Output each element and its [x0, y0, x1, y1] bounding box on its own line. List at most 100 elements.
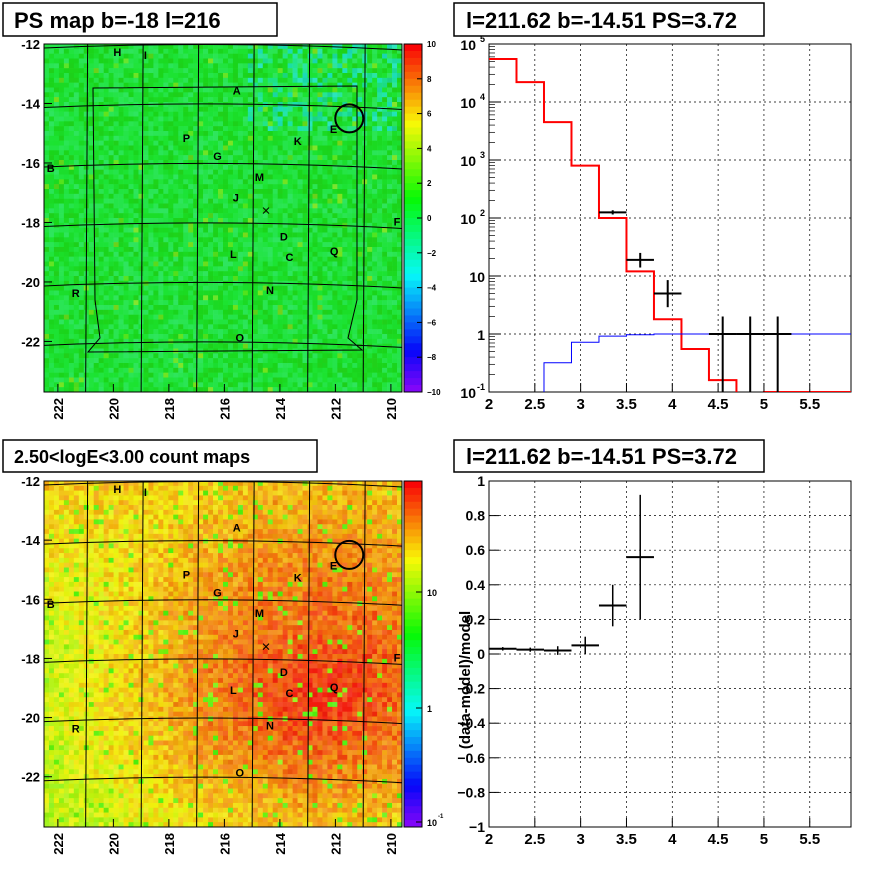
heatmap-cell: [93, 387, 99, 392]
heatmap-cell: [103, 319, 109, 325]
heatmap-cell: [83, 155, 90, 161]
heatmap-cell: [267, 261, 274, 267]
heatmap-cell: [158, 179, 164, 185]
heatmap-cell: [113, 222, 119, 228]
heatmap-cell: [237, 300, 244, 306]
heatmap-cell: [357, 338, 363, 344]
heatmap-cell: [208, 377, 214, 383]
heatmap-cell: [218, 102, 224, 108]
heatmap-cell: [232, 135, 239, 141]
heatmap-cell: [158, 295, 164, 301]
heatmap-cell: [267, 58, 274, 64]
heatmap-cell: [68, 353, 75, 359]
heatmap-cell: [317, 140, 323, 146]
heatmap-cell: [347, 319, 353, 325]
heatmap-cell: [158, 290, 164, 296]
heatmap-cell: [272, 106, 278, 112]
heatmap-cell: [178, 280, 184, 286]
heatmap-cell: [223, 372, 229, 378]
heatmap-cell: [48, 218, 55, 224]
heatmap-cell: [163, 367, 169, 373]
heatmap-cell: [287, 48, 293, 54]
heatmap-cell: [272, 174, 278, 180]
heatmap-cell: [178, 334, 184, 340]
heatmap-cell: [108, 276, 114, 282]
heatmap-cell: [347, 164, 353, 170]
heatmap-cell: [83, 111, 90, 117]
heatmap-cell: [68, 135, 75, 141]
heatmap-cell: [193, 363, 199, 369]
heatmap-cell: [118, 121, 124, 127]
heatmap-cell: [153, 179, 159, 185]
heatmap-cell: [272, 48, 278, 54]
heatmap-cell: [252, 358, 259, 364]
heatmap-cell: [93, 77, 99, 83]
heatmap-cell: [44, 305, 50, 311]
heatmap-cell: [48, 242, 55, 248]
heatmap-cell: [208, 358, 214, 364]
heatmap-cell: [68, 261, 75, 267]
heatmap-cell: [168, 150, 174, 156]
heatmap-cell: [317, 208, 323, 214]
heatmap-cell: [242, 247, 249, 253]
heatmap-cell: [108, 222, 114, 228]
heatmap-cell: [267, 382, 274, 388]
heatmap-cell: [312, 314, 318, 320]
heatmap-cell: [63, 363, 70, 369]
heatmap-cell: [143, 247, 149, 253]
heatmap-cell: [198, 227, 204, 233]
heatmap-cell: [98, 353, 104, 359]
heatmap-cell: [128, 111, 134, 117]
heatmap-cell: [372, 97, 378, 103]
heatmap-cell: [362, 261, 368, 267]
heatmap-cell: [362, 295, 368, 301]
heatmap-cell: [193, 164, 199, 170]
heatmap-cell: [372, 121, 378, 127]
heatmap-cell: [232, 256, 239, 262]
heatmap-cell: [193, 305, 199, 311]
heatmap-cell: [113, 237, 119, 243]
heatmap-cell: [138, 227, 144, 233]
heatmap-cell: [247, 116, 254, 122]
heatmap-cell: [108, 358, 114, 364]
heatmap-cell: [48, 256, 55, 262]
heatmap-cell: [123, 271, 129, 277]
heatmap-cell: [377, 314, 383, 320]
heatmap-cell: [292, 174, 298, 180]
heatmap-cell: [98, 300, 104, 306]
heatmap-cell: [352, 266, 358, 272]
heatmap-cell: [277, 232, 283, 238]
heatmap-cell: [322, 290, 328, 296]
heatmap-cell: [123, 68, 129, 74]
heatmap-cell: [282, 237, 288, 243]
heatmap-cell: [148, 256, 154, 262]
heatmap-cell: [242, 222, 249, 228]
heatmap-cell: [58, 290, 65, 296]
heatmap-cell: [342, 150, 348, 156]
heatmap-cell: [108, 343, 114, 349]
heatmap-cell: [203, 329, 209, 335]
heatmap-cell: [58, 213, 65, 219]
heatmap-cell: [287, 242, 293, 248]
heatmap-cell: [78, 309, 85, 315]
heatmap-cell: [173, 218, 179, 224]
heatmap-cell: [153, 319, 159, 325]
heatmap-cell: [93, 261, 99, 267]
heatmap-cell: [327, 218, 333, 224]
heatmap-cell: [123, 150, 129, 156]
heatmap-cell: [113, 73, 119, 79]
heatmap-cell: [218, 324, 224, 330]
heatmap-cell: [302, 372, 308, 378]
heatmap-cell: [262, 121, 269, 127]
heatmap-cell: [322, 116, 328, 122]
heatmap-cell: [103, 290, 109, 296]
heatmap-cell: [183, 309, 189, 315]
heatmap-cell: [68, 179, 75, 185]
heatmap-cell: [93, 131, 99, 137]
heatmap-cell: [178, 102, 184, 108]
heatmap-cell: [317, 222, 323, 228]
heatmap-cell: [68, 324, 75, 330]
heatmap-cell: [53, 348, 60, 354]
heatmap-cell: [242, 387, 249, 392]
heatmap-cell: [78, 363, 85, 369]
